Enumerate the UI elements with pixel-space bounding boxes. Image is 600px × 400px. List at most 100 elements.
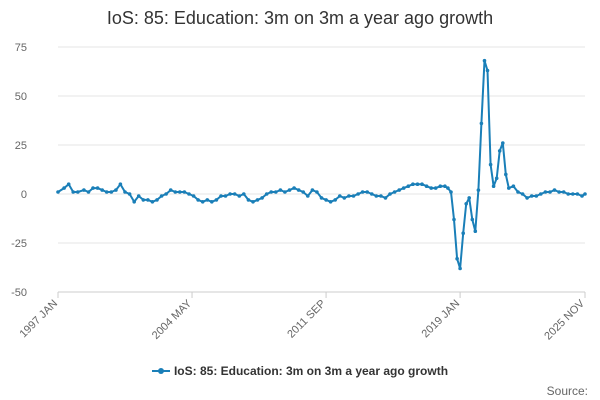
data-point[interactable] (296, 188, 301, 192)
data-point[interactable] (494, 176, 499, 181)
data-point[interactable] (62, 186, 66, 190)
data-point[interactable] (66, 182, 71, 186)
data-point[interactable] (461, 231, 466, 235)
data-point[interactable] (168, 188, 173, 192)
data-point[interactable] (278, 188, 283, 192)
data-point[interactable] (479, 121, 484, 126)
data-point[interactable] (251, 200, 255, 204)
data-point[interactable] (534, 194, 539, 198)
data-point[interactable] (292, 186, 296, 190)
data-point[interactable] (219, 194, 223, 198)
data-point[interactable] (467, 196, 472, 200)
data-point[interactable] (420, 182, 424, 186)
data-point[interactable] (310, 188, 315, 192)
data-point[interactable] (458, 266, 462, 271)
data-point[interactable] (351, 194, 356, 198)
data-point[interactable] (315, 190, 319, 194)
data-point[interactable] (452, 217, 456, 222)
data-point[interactable] (438, 184, 443, 188)
data-point[interactable] (100, 188, 104, 192)
data-point[interactable] (328, 200, 333, 204)
data-point[interactable] (401, 186, 406, 190)
data-point[interactable] (242, 192, 246, 196)
data-point[interactable] (488, 162, 493, 167)
data-point[interactable] (150, 200, 155, 204)
data-point[interactable] (246, 198, 251, 202)
data-point[interactable] (136, 194, 141, 198)
data-point[interactable] (583, 192, 587, 196)
data-point[interactable] (342, 196, 347, 200)
data-point[interactable] (388, 192, 392, 196)
data-point[interactable] (580, 194, 584, 198)
data-point[interactable] (525, 196, 529, 200)
data-point[interactable] (397, 188, 402, 192)
legend[interactable]: IoS: 85: Education: 3m on 3m a year ago … (0, 364, 600, 378)
data-point[interactable] (127, 192, 132, 196)
data-point[interactable] (232, 192, 237, 196)
data-point[interactable] (552, 188, 557, 192)
data-point[interactable] (264, 192, 269, 196)
data-point[interactable] (306, 194, 310, 198)
data-point[interactable] (415, 182, 420, 186)
data-point[interactable] (56, 190, 60, 194)
data-point[interactable] (76, 190, 80, 194)
data-point[interactable] (561, 190, 566, 194)
data-point[interactable] (504, 172, 508, 177)
data-point[interactable] (507, 186, 511, 190)
data-point[interactable] (269, 190, 274, 194)
data-point[interactable] (146, 198, 150, 202)
data-point[interactable] (182, 190, 187, 194)
data-point[interactable] (173, 190, 178, 194)
data-point[interactable] (237, 194, 242, 198)
data-point[interactable] (516, 190, 520, 194)
source-label[interactable]: Source: (546, 384, 588, 398)
data-point[interactable] (543, 190, 548, 194)
data-point[interactable] (520, 192, 525, 196)
data-point[interactable] (255, 198, 260, 202)
data-point[interactable] (548, 190, 552, 194)
data-point[interactable] (511, 184, 516, 188)
data-point[interactable] (424, 184, 429, 188)
data-point[interactable] (164, 192, 168, 196)
data-point[interactable] (411, 182, 415, 186)
data-point[interactable] (449, 190, 453, 194)
data-point[interactable] (360, 190, 365, 194)
data-point[interactable] (338, 194, 342, 198)
data-point[interactable] (159, 194, 164, 198)
data-point[interactable] (155, 198, 159, 202)
data-point[interactable] (406, 184, 411, 188)
data-point[interactable] (82, 188, 86, 192)
data-point[interactable] (455, 256, 459, 261)
data-point[interactable] (95, 186, 100, 190)
data-point[interactable] (260, 196, 264, 200)
data-point[interactable] (319, 196, 324, 200)
data-point[interactable] (86, 190, 91, 194)
data-point[interactable] (287, 188, 292, 192)
data-point[interactable] (123, 190, 127, 194)
data-point[interactable] (228, 192, 232, 196)
data-point[interactable] (223, 194, 228, 198)
data-point[interactable] (429, 186, 434, 190)
data-point[interactable] (539, 192, 543, 196)
data-point[interactable] (347, 194, 351, 198)
data-point[interactable] (464, 202, 469, 206)
data-point[interactable] (482, 58, 487, 63)
data-point[interactable] (324, 198, 328, 202)
data-point[interactable] (485, 68, 490, 73)
data-point[interactable] (191, 194, 196, 198)
data-point[interactable] (196, 198, 200, 202)
data-point[interactable] (446, 186, 450, 190)
data-point[interactable] (571, 192, 575, 196)
data-point[interactable] (91, 186, 95, 190)
data-point[interactable] (557, 190, 561, 194)
data-point[interactable] (497, 149, 502, 153)
data-point[interactable] (566, 192, 570, 196)
data-point[interactable] (443, 184, 447, 188)
data-point[interactable] (214, 198, 219, 202)
data-point[interactable] (433, 186, 438, 190)
data-point[interactable] (200, 200, 205, 204)
data-point[interactable] (529, 194, 534, 198)
data-point[interactable] (187, 192, 191, 196)
data-point[interactable] (333, 198, 338, 202)
data-point[interactable] (383, 196, 388, 200)
